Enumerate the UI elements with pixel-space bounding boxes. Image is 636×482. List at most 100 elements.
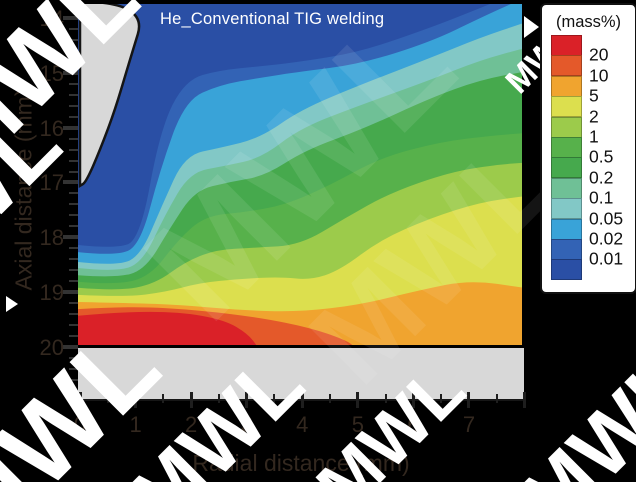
x-minor-tick [440,394,443,403]
y-axis-line [75,4,78,400]
colorbar-level-label: 2 [589,106,599,127]
y-tick-label: 20 [39,334,64,360]
watermark-triangle-icon [6,296,18,312]
y-minor-tick [69,389,78,392]
colorbar-level-label: 0.02 [589,228,624,249]
x-tick-label: 2 [185,412,198,437]
colorbar-swatch [551,198,582,220]
y-minor-tick [69,313,78,316]
x-tick-label: 7 [462,412,476,437]
y-minor-tick [69,60,78,63]
y-tick-label: 16 [39,115,64,141]
y-minor-tick [69,148,78,151]
x-major-tick [523,392,527,408]
y-minor-tick [69,27,78,30]
watermark-triangle-icon [524,16,539,38]
y-minor-tick [69,269,78,272]
y-minor-tick [69,324,78,327]
y-minor-tick [69,356,78,359]
x-minor-tick [106,394,109,403]
x-minor-tick [495,394,498,403]
y-minor-tick [69,38,78,41]
x-major-tick [300,392,304,408]
y-minor-tick [69,115,78,118]
y-minor-tick [69,6,78,9]
y-minor-tick [69,258,78,261]
y-minor-tick [69,192,78,195]
x-minor-tick [329,394,332,403]
y-minor-tick [69,104,78,107]
x-tick-label: 3 [240,412,253,437]
y-tick-label: 18 [39,225,64,251]
workpiece-region [78,348,524,400]
y-minor-tick [69,335,78,337]
x-tick-label: 5 [351,412,364,437]
colorbar-swatch [551,218,582,240]
y-minor-tick [69,378,78,381]
colorbar-swatch [551,157,582,179]
y-tick-label: 17 [39,170,64,196]
x-major-tick [356,392,360,408]
plot-title: He_Conventional TIG welding [160,10,385,28]
colorbar-swatch [551,259,582,281]
colorbar-swatch [551,239,582,260]
y-minor-tick [69,203,78,206]
y-minor-tick [69,280,78,283]
colorbar-level-label: 20 [589,44,609,65]
colorbar-swatch [551,35,582,56]
colorbar-swatch [551,75,582,97]
y-minor-tick [69,170,78,173]
y-tick-label: 15 [39,60,64,86]
y-minor-tick [69,137,78,140]
y-minor-tick [69,247,78,250]
x-minor-tick [273,394,276,403]
x-major-tick [134,392,138,408]
x-major-tick [78,392,82,408]
colorbar-level-label: 0.2 [589,167,614,188]
x-axis-label: Radial distance (mm) [192,450,410,476]
x-major-tick [467,392,471,408]
x-tick-label: 1 [129,412,142,437]
y-major-tick [63,70,78,75]
y-minor-tick [69,49,78,52]
x-tick-label: 6 [407,412,420,437]
y-minor-tick [69,82,78,85]
y-tick-label: 19 [39,280,64,306]
colorbar-level-label: 0.01 [589,248,624,269]
y-minor-tick [69,367,78,370]
colorbar-swatch [551,177,582,199]
colorbar-level-label: 0.5 [589,146,614,167]
plot-right-border [522,4,524,347]
y-major-tick [63,344,78,349]
y-major-tick [63,290,78,295]
workpiece-surface-line [78,345,524,348]
colorbar-legend: (mass%) 20 10 5 2 1 0.5 0.2 0.1 0.05 0.02 0.01 [540,3,636,294]
colorbar-swatch [551,55,582,77]
colorbar-swatch [551,116,582,138]
y-minor-tick [69,214,78,217]
x-major-tick [189,392,193,408]
y-major-tick [63,180,78,185]
colorbar-swatch [551,137,582,158]
x-minor-tick [162,394,165,403]
colorbar-unit-label: (mass%) [555,13,622,31]
contour-plot [78,4,524,347]
x-major-tick [245,392,249,408]
x-minor-tick [217,394,220,403]
electrode-region [78,4,141,189]
watermark-text: MWL [501,337,636,482]
colorbar-swatch [551,96,582,118]
y-major-tick [63,16,78,20]
x-tick-label: 4 [296,412,309,437]
contour-band-ge-20 [78,311,258,347]
y-minor-tick [69,225,78,228]
x-tick-label: 0 [73,412,87,437]
colorbar-level-label: 0.05 [589,208,624,229]
y-major-tick [63,125,78,130]
y-minor-tick [69,93,78,96]
x-major-tick [411,392,415,408]
y-minor-tick [69,302,78,305]
y-major-tick [63,235,78,240]
y-tick-label: 14 [39,6,64,31]
